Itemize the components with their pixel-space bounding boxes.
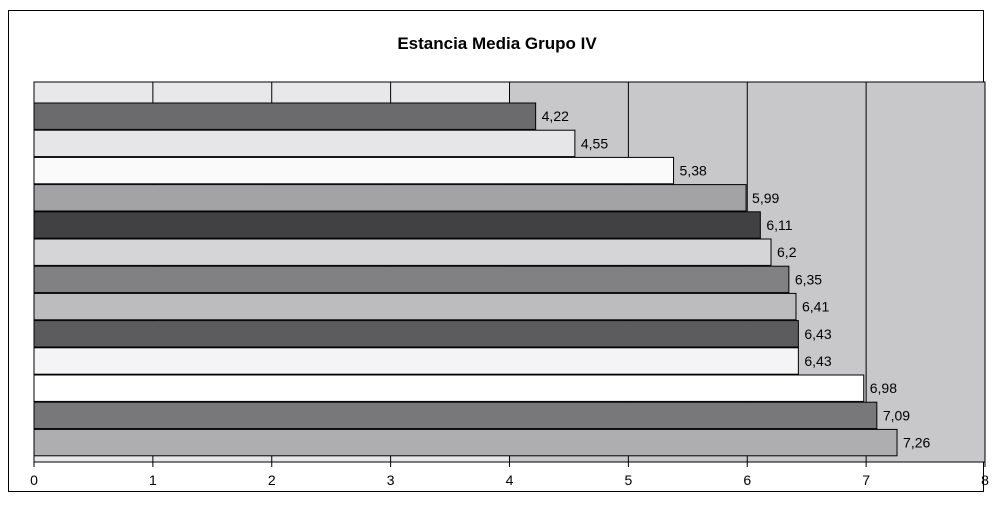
data-label: 4,55 bbox=[581, 135, 608, 151]
data-label: 6,35 bbox=[795, 271, 822, 287]
bar bbox=[33, 102, 537, 130]
bar bbox=[33, 211, 761, 239]
bar bbox=[33, 292, 797, 321]
x-tick-label: 7 bbox=[862, 472, 870, 488]
data-label: 6,43 bbox=[804, 326, 831, 342]
x-tick-label: 2 bbox=[268, 472, 276, 488]
data-label: 4,22 bbox=[542, 108, 569, 124]
bar bbox=[33, 184, 747, 212]
x-tick-label: 3 bbox=[387, 472, 395, 488]
data-label: 6,43 bbox=[804, 353, 831, 369]
data-label: 5,99 bbox=[752, 190, 779, 206]
data-label: 6,11 bbox=[766, 217, 792, 233]
bar bbox=[33, 374, 865, 402]
bar bbox=[33, 238, 772, 266]
bar bbox=[33, 347, 799, 375]
data-label: 7,09 bbox=[883, 407, 910, 423]
x-tick-label: 8 bbox=[981, 472, 989, 488]
x-tick-label: 5 bbox=[624, 472, 632, 488]
x-tick-label: 1 bbox=[149, 472, 157, 488]
bar bbox=[33, 428, 898, 457]
data-label: 5,38 bbox=[680, 163, 707, 179]
data-label: 7,26 bbox=[903, 435, 930, 451]
chart-title: Estancia Media Grupo IV bbox=[397, 34, 597, 53]
bar bbox=[33, 265, 790, 294]
data-label: 6,2 bbox=[777, 244, 797, 260]
bar bbox=[33, 320, 799, 348]
bar bbox=[33, 156, 675, 185]
data-label: 6,98 bbox=[870, 380, 897, 396]
x-tick-label: 6 bbox=[743, 472, 751, 488]
x-tick-label: 0 bbox=[30, 472, 38, 488]
x-tick-label: 4 bbox=[506, 472, 514, 488]
data-label: 6,41 bbox=[802, 299, 829, 315]
bar bbox=[33, 401, 878, 430]
bar bbox=[33, 129, 576, 158]
